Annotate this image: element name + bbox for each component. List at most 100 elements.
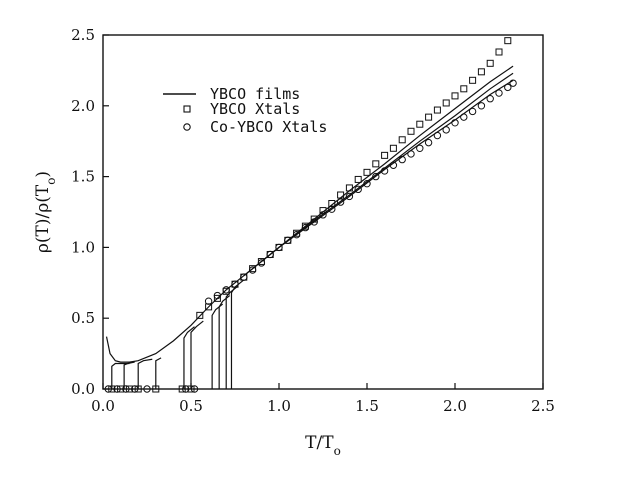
- data-point-square: [433, 106, 441, 114]
- data-point-square: [178, 385, 186, 393]
- data-point-circle: [363, 179, 371, 188]
- data-point-circle: [468, 107, 477, 116]
- data-point-circle: [275, 243, 283, 252]
- series-line-4: [123, 361, 135, 389]
- x-tick-label: 2.5: [531, 397, 555, 415]
- series-line-8: [190, 320, 204, 389]
- data-point-square: [337, 191, 345, 199]
- data-point-square: [363, 168, 371, 176]
- chart-marks: [104, 37, 517, 393]
- legend-label-xtals: YBCO Xtals: [210, 100, 300, 118]
- data-point-square: [416, 120, 424, 128]
- data-point-circle: [451, 119, 459, 127]
- data-point-square: [372, 160, 380, 168]
- data-point-circle: [398, 155, 406, 164]
- data-point-square: [213, 294, 221, 302]
- data-point-square: [504, 37, 512, 45]
- data-point-circle: [182, 385, 190, 393]
- data-point-square: [451, 92, 459, 100]
- data-point-circle: [284, 236, 292, 245]
- data-point-square: [495, 48, 503, 56]
- x-tick-label: 2.0: [443, 397, 467, 415]
- data-point-circle: [310, 218, 318, 226]
- data-point-square: [310, 215, 318, 223]
- legend-circle-marker: [183, 123, 191, 131]
- data-point-circle: [416, 144, 424, 152]
- plot-frame: [102, 34, 544, 390]
- data-point-square: [319, 207, 327, 215]
- data-point-square: [196, 311, 204, 319]
- data-point-square: [389, 144, 397, 152]
- y-tick-label: 2.5: [71, 26, 95, 44]
- data-point-square: [398, 136, 406, 144]
- data-point-circle: [477, 102, 486, 110]
- data-point-square: [354, 175, 362, 183]
- x-axis-title: T/To: [305, 433, 341, 458]
- data-point-circle: [266, 250, 274, 259]
- data-point-square: [117, 385, 125, 393]
- legend-label-co-xtals: Co-YBCO Xtals: [210, 118, 327, 136]
- data-point-circle: [301, 223, 310, 232]
- y-axis-title: ρ(T)/ρ(To): [33, 171, 58, 253]
- series-line-7: [183, 326, 195, 389]
- data-point-circle: [460, 113, 468, 121]
- series-line-9: [211, 303, 224, 389]
- data-point-square: [205, 303, 213, 311]
- data-point-circle: [495, 89, 503, 97]
- data-point-square: [469, 76, 477, 84]
- data-point-square: [442, 99, 450, 107]
- data-point-circle: [336, 198, 345, 206]
- data-point-square: [477, 68, 485, 76]
- data-point-circle: [213, 291, 222, 300]
- data-point-circle: [328, 205, 336, 213]
- y-tick-label: 0.0: [71, 380, 95, 398]
- x-tick-label: 0.5: [179, 397, 203, 415]
- data-point-circle: [354, 185, 362, 194]
- data-point-square: [134, 385, 142, 393]
- y-tick-label: 0.5: [71, 309, 95, 327]
- data-point-circle: [372, 172, 380, 181]
- y-tick-label: 1.5: [71, 168, 95, 186]
- legend-label-films: YBCO films: [210, 85, 300, 103]
- x-tick-label: 1.0: [267, 397, 291, 415]
- series-line-6: [155, 357, 162, 389]
- y-tick-label: 2.0: [71, 97, 95, 115]
- data-point-circle: [222, 286, 230, 294]
- data-point-circle: [442, 126, 450, 134]
- data-point-circle: [240, 273, 248, 281]
- data-point-circle: [504, 83, 512, 92]
- data-point-square: [381, 151, 389, 159]
- data-point-circle: [345, 192, 354, 201]
- data-point-circle: [231, 280, 239, 288]
- data-point-square: [328, 200, 336, 208]
- data-point-circle: [122, 385, 130, 393]
- data-point-square: [407, 127, 415, 135]
- x-tick-label: 0.0: [91, 397, 115, 415]
- series-line-10: [218, 295, 231, 389]
- data-point-square: [345, 184, 353, 192]
- data-point-square: [486, 59, 494, 67]
- data-point-circle: [380, 167, 389, 175]
- data-point-square: [425, 113, 433, 121]
- data-point-square: [125, 385, 133, 393]
- data-point-circle: [113, 385, 121, 393]
- data-point-square: [460, 85, 468, 93]
- data-point-circle: [130, 385, 139, 393]
- data-point-circle: [143, 385, 151, 393]
- legend-square-marker: [183, 105, 191, 113]
- data-point-circle: [486, 95, 494, 103]
- data-point-square: [152, 385, 160, 393]
- series-line-5: [137, 358, 153, 389]
- series-line-3: [111, 362, 130, 389]
- legend: YBCO films YBCO Xtals Co-YBCO Xtals: [163, 85, 327, 136]
- data-point-circle: [509, 79, 517, 87]
- data-point-circle: [292, 230, 301, 239]
- data-point-circle: [424, 138, 433, 147]
- data-point-circle: [248, 266, 257, 274]
- data-point-circle: [433, 131, 442, 140]
- data-point-circle: [389, 161, 398, 169]
- data-point-circle: [204, 297, 213, 305]
- axis-ticks: 0.0 0.5 1.0 1.5 2.0 2.5 0.0 0.5 1.0 1.5 2.0 2.5: [71, 26, 555, 415]
- data-point-circle: [319, 211, 327, 219]
